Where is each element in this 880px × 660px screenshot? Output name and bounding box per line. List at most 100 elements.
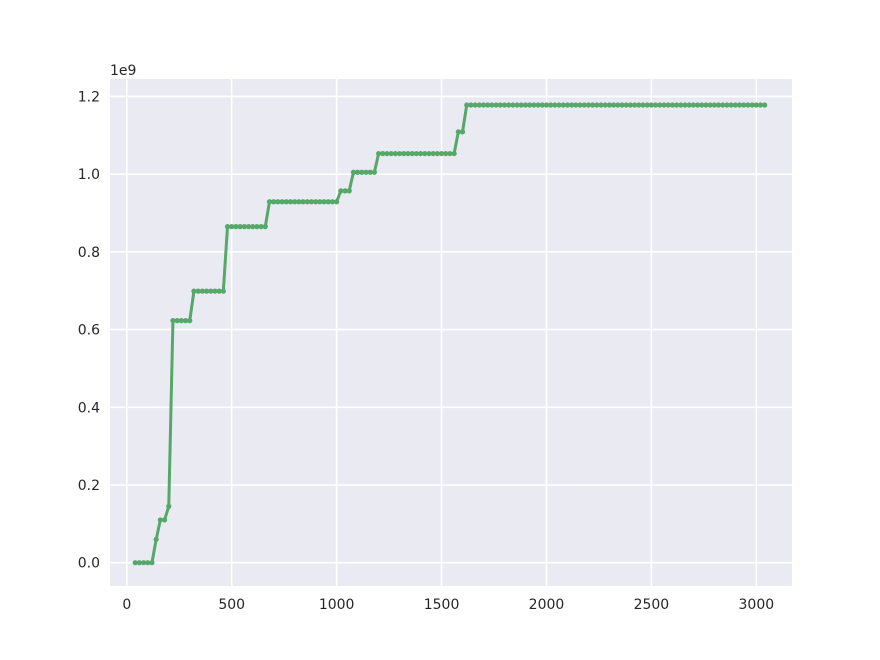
x-tick-label: 2000 (529, 597, 565, 613)
data-point (464, 102, 470, 108)
data-point (543, 102, 550, 108)
data-point (753, 102, 759, 108)
data-point (745, 102, 751, 108)
data-point (338, 188, 344, 194)
data-point (623, 102, 629, 108)
data-point (233, 224, 239, 230)
data-point (208, 288, 214, 294)
data-point (741, 102, 747, 108)
data-point (552, 102, 558, 108)
data-point (590, 102, 596, 108)
data-point (598, 102, 604, 108)
data-point (199, 288, 205, 294)
y-axis-ticks: 0.0 0.2 0.4 0.6 0.8 1.0 1.2 (78, 89, 100, 571)
data-point (611, 102, 617, 108)
data-point (182, 318, 189, 324)
data-point (472, 102, 478, 108)
data-point (392, 150, 398, 157)
y-tick-label: 0.4 (78, 400, 100, 416)
data-point (405, 150, 411, 157)
data-point (166, 503, 172, 509)
data-point (728, 102, 734, 108)
data-point (669, 102, 675, 108)
x-axis-ticks: 0 500 1000 1500 2000 2500 3000 (122, 597, 774, 613)
data-point (136, 560, 142, 566)
data-point (170, 318, 176, 324)
data-point (287, 199, 294, 205)
data-point (640, 102, 646, 108)
data-point (359, 169, 365, 175)
data-point (384, 150, 390, 157)
y-tick-label: 0.8 (78, 245, 100, 261)
data-point (522, 102, 529, 108)
data-point (409, 150, 415, 157)
y-tick-label: 0.0 (78, 556, 100, 572)
data-point (736, 102, 743, 108)
data-point (434, 150, 440, 157)
data-point (363, 169, 369, 175)
data-point (531, 102, 537, 108)
data-point (657, 102, 663, 108)
data-point (602, 102, 608, 108)
data-point (447, 150, 453, 157)
data-point (220, 288, 226, 294)
data-point (195, 288, 201, 294)
data-point (317, 199, 323, 205)
data-point (203, 288, 210, 294)
data-point (329, 199, 336, 205)
data-point (178, 318, 184, 324)
data-point (308, 199, 315, 205)
data-point (191, 288, 197, 294)
data-point (413, 150, 419, 157)
x-tick-label: 500 (218, 597, 245, 613)
data-point (296, 199, 302, 205)
data-point (140, 560, 147, 566)
data-point (443, 150, 449, 157)
data-point (355, 169, 361, 175)
grid-lines (110, 79, 792, 586)
data-point (426, 150, 432, 157)
data-point (627, 102, 634, 108)
data-point (304, 199, 310, 205)
y-tick-label: 0.6 (78, 323, 100, 339)
data-point (501, 102, 508, 108)
data-point (644, 102, 650, 108)
data-point (527, 102, 533, 108)
data-point (321, 199, 327, 205)
data-point (300, 199, 306, 205)
data-point (187, 318, 193, 324)
data-point (518, 102, 524, 108)
data-point (271, 199, 277, 205)
data-point (564, 102, 571, 108)
data-point (371, 169, 378, 175)
data-point (216, 288, 222, 294)
data-point (334, 199, 340, 205)
data-point (715, 102, 722, 108)
y-tick-label: 0.2 (78, 478, 100, 494)
data-point (661, 102, 667, 108)
data-point (489, 102, 495, 108)
data-point (422, 150, 428, 157)
data-point (548, 102, 554, 108)
data-point (497, 102, 503, 108)
data-point (665, 102, 671, 108)
data-point (581, 102, 587, 108)
data-point (451, 150, 457, 157)
data-point (648, 102, 655, 108)
data-point (455, 129, 461, 135)
data-point (510, 102, 516, 108)
data-point (606, 102, 613, 108)
data-point (673, 102, 680, 108)
data-point (560, 102, 566, 108)
x-tick-label: 1000 (319, 597, 355, 613)
data-point (417, 150, 424, 157)
data-point (132, 560, 138, 566)
data-point (250, 224, 256, 230)
data-point (711, 102, 717, 108)
data-point (153, 536, 159, 542)
data-point (476, 102, 482, 108)
data-point (573, 102, 579, 108)
data-point (535, 102, 541, 108)
data-point (292, 199, 298, 205)
data-point (241, 224, 247, 230)
